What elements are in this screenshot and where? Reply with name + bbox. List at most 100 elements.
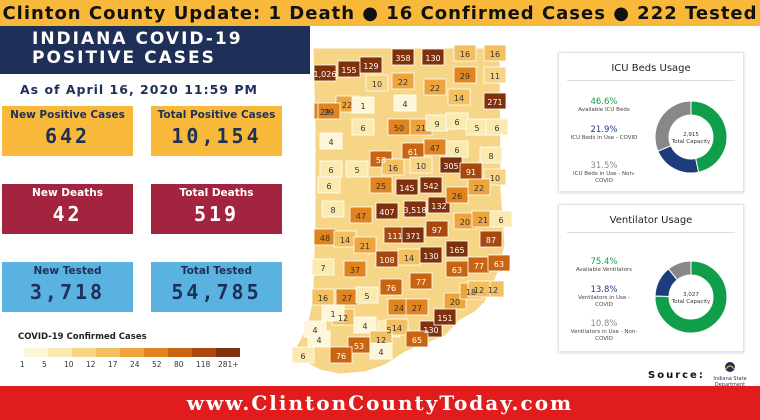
county-label: 18 — [466, 288, 476, 297]
county-shape — [381, 158, 405, 176]
county-label: 29 — [320, 108, 330, 117]
county-label: 50 — [394, 124, 404, 133]
county-label: 16 — [388, 164, 398, 173]
county-label: 65 — [412, 336, 422, 345]
county-label: 371 — [405, 232, 420, 241]
county-label: 542 — [423, 182, 438, 191]
county-label: 29 — [324, 108, 334, 117]
vent-covid-label: Ventilators in Use - COVID — [578, 295, 630, 308]
county-label: 37 — [350, 266, 360, 275]
new-deaths-value: 42 — [52, 202, 83, 226]
county-label: 53 — [376, 156, 386, 165]
legend-color-bar — [24, 348, 240, 357]
county-label: 63 — [494, 260, 504, 269]
county-label: 10 — [490, 174, 500, 183]
county-shape — [369, 176, 393, 194]
legend-tick: 24 — [130, 360, 140, 369]
county-shape — [419, 246, 443, 264]
headline-text: Clinton County Update: 1 Death ● 16 Conf… — [2, 2, 758, 24]
new-deaths-card: New Deaths 42 — [2, 184, 133, 234]
county-shape — [483, 44, 507, 62]
legend-swatch — [144, 348, 168, 357]
county-shape — [391, 72, 415, 90]
county-label: 11 — [490, 72, 500, 81]
county-shape — [433, 308, 457, 326]
county-label: 4 — [362, 322, 367, 331]
county-label: 47 — [430, 144, 440, 153]
county-shape — [317, 176, 341, 194]
county-label: 6 — [328, 166, 333, 175]
legend-tick: 281+ — [218, 360, 239, 369]
county-label: 8 — [330, 206, 335, 215]
county-label: 5 — [354, 166, 359, 175]
county-shape — [401, 226, 425, 244]
legend-tick: 10 — [64, 360, 74, 369]
county-label: 130 — [423, 252, 438, 261]
county-label: 1,026 — [314, 70, 337, 79]
county-shape — [353, 316, 377, 334]
icu-noncovid-stat: 31.5% ICU Beds in Use - Non-COVID — [569, 161, 639, 185]
new-deaths-label: New Deaths — [32, 187, 103, 199]
vent-available-pct: 75.4% — [590, 257, 618, 267]
county-shape — [445, 260, 469, 278]
county-shape — [485, 118, 509, 136]
county-shape — [419, 176, 443, 194]
county-label: 14 — [392, 324, 402, 333]
county-label: 4 — [312, 326, 317, 335]
icu-available-pct: 46.6% — [590, 97, 618, 107]
county-label: 29 — [460, 72, 470, 81]
county-shape — [409, 272, 433, 290]
map-legend: COVID-19 Confirmed Cases 1 5 10 12 17 24 52 80 1… — [18, 332, 240, 369]
legend-swatch — [96, 348, 120, 357]
legend-tick: 1 — [20, 360, 25, 369]
county-label: 27 — [412, 304, 422, 313]
county-label: 22 — [398, 78, 408, 87]
county-label: 12 — [338, 314, 348, 323]
county-shape — [483, 66, 507, 84]
legend-swatch — [216, 348, 240, 357]
new-tested-card: New Tested 3,718 — [2, 262, 133, 312]
county-shape — [479, 230, 503, 248]
new-positive-value: 642 — [44, 124, 91, 148]
county-label: 6 — [360, 124, 365, 133]
county-label: 5 — [386, 326, 391, 335]
county-label: 77 — [474, 262, 484, 271]
county-shape — [483, 92, 507, 110]
footer-url[interactable]: www.ClintonCountyToday.com — [186, 391, 574, 415]
county-label: 271 — [487, 98, 502, 107]
county-shape — [359, 56, 383, 74]
total-positive-label: Total Positive Cases — [157, 109, 276, 121]
county-shape — [489, 210, 513, 228]
county-shape — [379, 278, 403, 296]
legend-swatch — [120, 348, 144, 357]
county-label: 7 — [320, 264, 325, 273]
icu-covid-label: ICU Beds in Use - COVID — [570, 135, 638, 141]
vent-capacity-label: Total Capacity — [671, 299, 711, 305]
legend-tick: 17 — [108, 360, 118, 369]
county-label: 8 — [488, 152, 493, 161]
county-label: 9 — [434, 120, 439, 129]
county-label: 22 — [430, 84, 440, 93]
county-shape — [353, 236, 377, 254]
county-shape — [349, 206, 373, 224]
county-label: 14 — [340, 236, 350, 245]
county-label: 76 — [336, 352, 346, 361]
county-label: 4 — [328, 138, 333, 147]
icu-noncovid-pct: 31.5% — [590, 161, 618, 171]
vent-capacity-value: 3,027 — [683, 292, 699, 298]
county-label: 16 — [460, 50, 470, 59]
county-label: 53 — [354, 342, 364, 351]
isdh-line-1: Indiana State — [713, 376, 747, 382]
total-deaths-card: Total Deaths 519 — [151, 184, 282, 234]
county-label: 22 — [474, 184, 484, 193]
county-shape — [425, 220, 449, 238]
county-label: 12 — [376, 336, 386, 345]
county-shape — [405, 330, 429, 348]
vent-title: Ventilator Usage — [609, 215, 693, 226]
legend-swatch — [168, 348, 192, 357]
county-label: 14 — [404, 254, 414, 263]
county-shape — [423, 78, 447, 96]
county-label: 76 — [386, 284, 396, 293]
county-shape — [319, 132, 343, 150]
